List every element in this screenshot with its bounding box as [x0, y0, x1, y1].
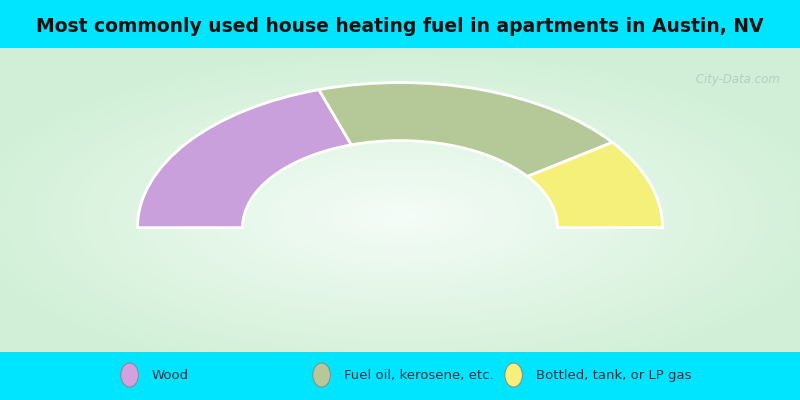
Wedge shape	[319, 82, 612, 176]
Text: Most commonly used house heating fuel in apartments in Austin, NV: Most commonly used house heating fuel in…	[36, 17, 764, 36]
Text: Fuel oil, kerosene, etc.: Fuel oil, kerosene, etc.	[344, 368, 494, 382]
Wedge shape	[527, 142, 662, 228]
Text: City-Data.com: City-Data.com	[692, 73, 780, 86]
Wedge shape	[138, 90, 351, 228]
Ellipse shape	[313, 363, 330, 387]
Text: Wood: Wood	[152, 368, 189, 382]
Text: Bottled, tank, or LP gas: Bottled, tank, or LP gas	[536, 368, 691, 382]
Ellipse shape	[121, 363, 138, 387]
Ellipse shape	[505, 363, 522, 387]
